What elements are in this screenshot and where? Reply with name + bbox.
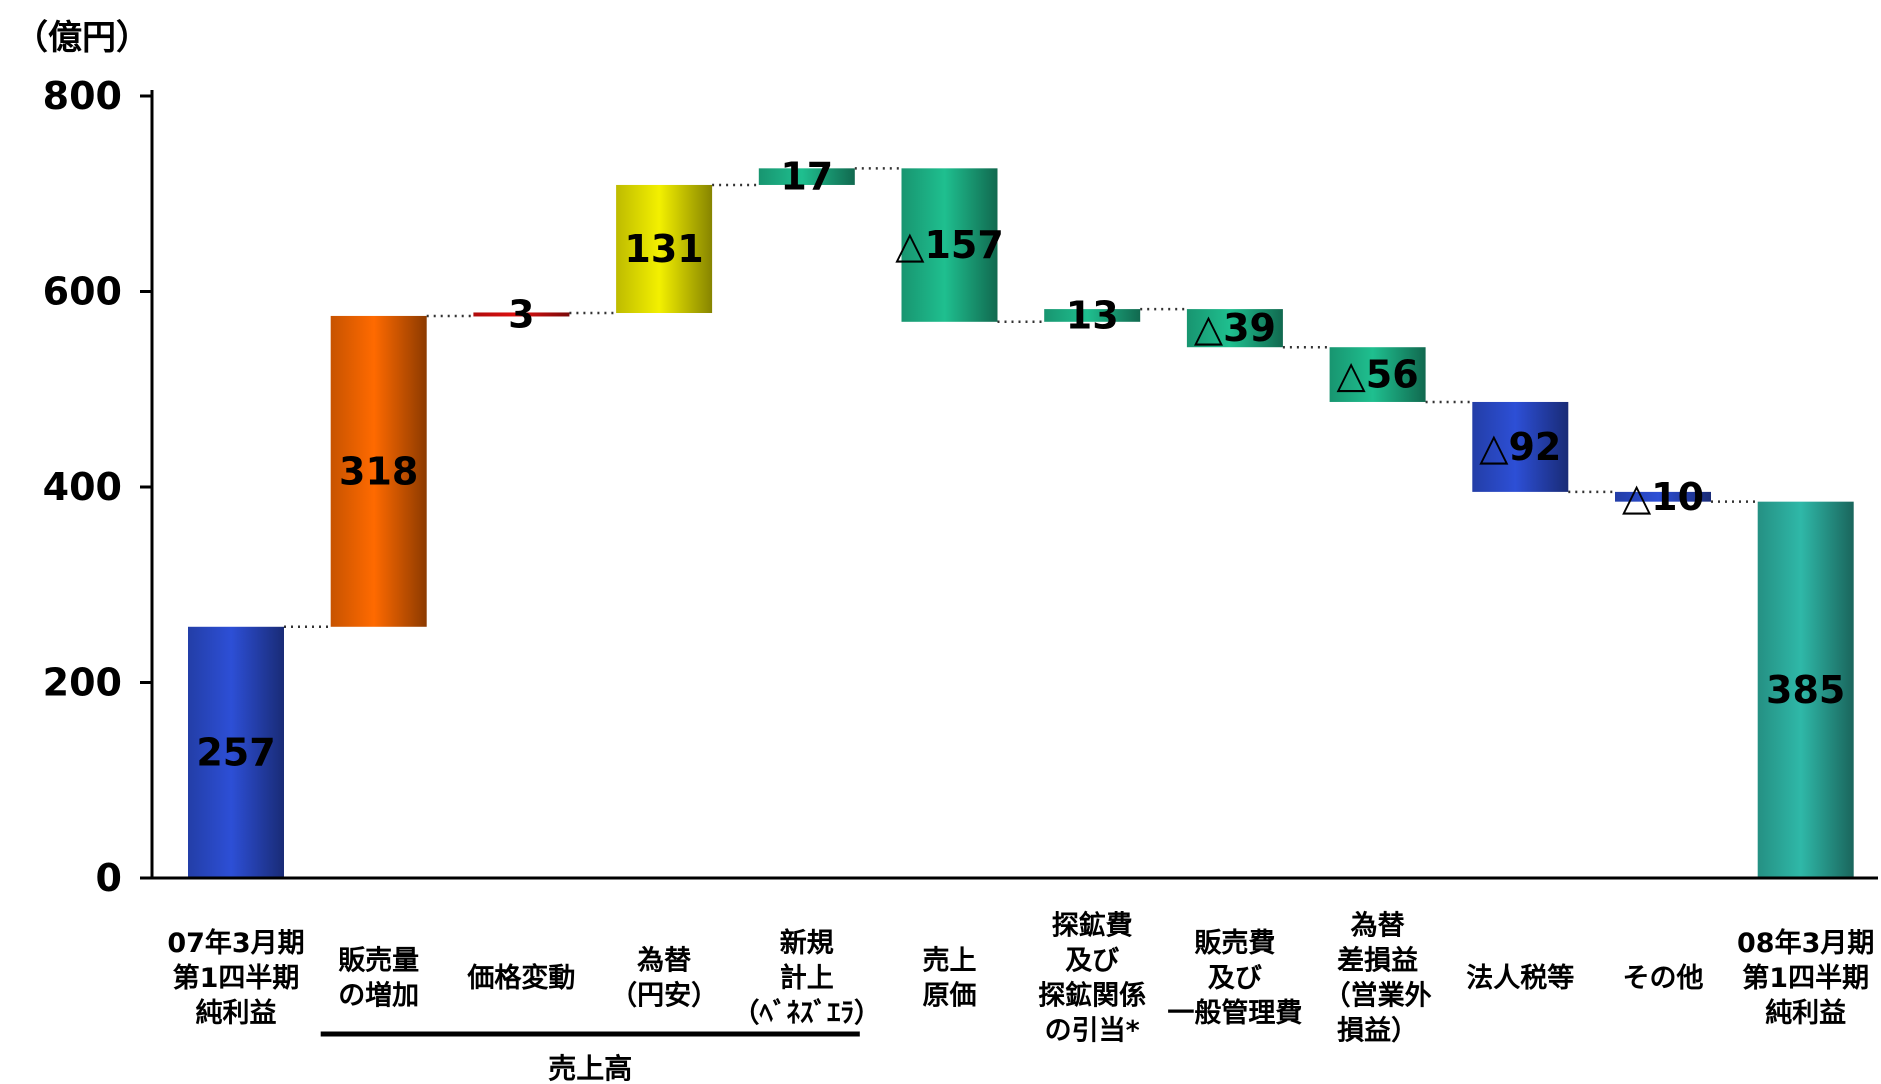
category-label: 原価 <box>923 981 977 1012</box>
category-label: 販売量 <box>338 946 419 977</box>
category-label: 価格変動 <box>466 962 575 994</box>
group-label: 売上高 <box>548 1052 632 1084</box>
category-label: その他 <box>1623 963 1704 994</box>
y-tick-label: 600 <box>43 270 122 314</box>
category-label: 第1四半期 <box>173 962 300 994</box>
category-labels-group: 07年3月期第1四半期純利益販売量の増加価格変動為替（円安）新規計上（ﾍﾞﾈｽﾞ… <box>167 910 1874 1084</box>
category-label: 法人税等 <box>1466 962 1574 994</box>
bar-value-label: △39 <box>1194 306 1276 350</box>
category-label: 計上 <box>780 962 834 994</box>
category-label: 為替 <box>1351 910 1406 942</box>
category-label: 08年3月期 <box>1737 927 1874 959</box>
connector-lines <box>284 167 1758 629</box>
bar-value-label: 3 <box>508 292 534 336</box>
category-label: （円安） <box>610 981 718 1012</box>
category-label: 一般管理費 <box>1167 997 1302 1029</box>
y-tick-label: 0 <box>96 856 122 900</box>
bar <box>330 315 427 627</box>
bar-value-label: △157 <box>895 223 1004 267</box>
bar-value-label: 385 <box>1766 668 1845 712</box>
bar-value-label: △10 <box>1622 475 1704 519</box>
bar <box>188 626 284 878</box>
category-label: 及び <box>1208 963 1262 994</box>
bar <box>901 168 998 322</box>
axes-group: 0 200 400 600 800 <box>43 74 1878 900</box>
category-label: 純利益 <box>196 997 277 1029</box>
bar-value-label: △92 <box>1479 425 1561 469</box>
category-label: 為替 <box>637 945 692 977</box>
category-label: の増加 <box>338 980 419 1012</box>
bar <box>1186 309 1283 348</box>
category-label: 探鉱費 <box>1052 910 1133 942</box>
category-label: （営業外 <box>1324 980 1432 1012</box>
category-label: 第1四半期 <box>1742 962 1869 994</box>
category-label: 及び <box>1065 946 1119 977</box>
y-tick-label: 800 <box>43 74 122 118</box>
category-label: 探鉱関係 <box>1038 980 1146 1012</box>
bar-value-label: 13 <box>1066 293 1119 337</box>
bar-value-label: 131 <box>624 227 703 271</box>
category-label: （ﾍﾞﾈｽﾞｴﾗ） <box>733 998 882 1029</box>
bar <box>1329 347 1426 402</box>
bar <box>758 168 855 185</box>
bar <box>616 184 713 314</box>
bars-group <box>188 168 1854 878</box>
category-label: 差損益 <box>1337 945 1418 977</box>
y-axis-unit-label: （億円） <box>14 18 150 58</box>
bar <box>1615 491 1711 502</box>
category-label: 07年3月期 <box>167 927 304 959</box>
bar-value-label: 318 <box>339 449 418 493</box>
category-label: の引当* <box>1045 1016 1140 1047</box>
value-labels-group: 257 318 3 131 17 △157 13 △39 △56 △92 △10 385 <box>196 155 1845 775</box>
bar-value-label: 17 <box>780 155 833 199</box>
bar-value-label: △56 <box>1337 353 1419 397</box>
category-label: 売上 <box>923 946 977 977</box>
y-tick-label: 400 <box>43 465 122 509</box>
bar <box>1044 309 1141 322</box>
y-tick-label: 200 <box>43 661 122 705</box>
bar <box>1472 401 1569 492</box>
bar <box>473 312 570 317</box>
bar-value-label: 257 <box>196 730 275 774</box>
category-label: 損益） <box>1337 1016 1418 1047</box>
category-label: 販売費 <box>1194 928 1275 959</box>
category-label: 新規 <box>780 927 834 959</box>
bar <box>1757 501 1854 878</box>
category-label: 純利益 <box>1765 997 1846 1029</box>
